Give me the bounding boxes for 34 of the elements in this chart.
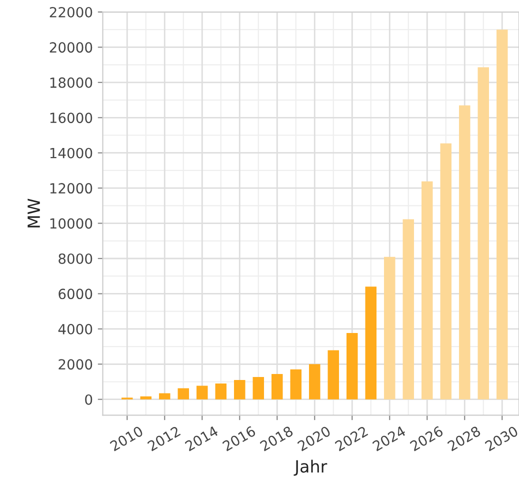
y-tick-label: 18000	[50, 77, 92, 88]
bar	[215, 384, 227, 400]
y-tick-label: 10000	[50, 218, 92, 229]
bar	[272, 374, 283, 400]
y-tick-label: 6000	[58, 288, 92, 300]
bar	[252, 376, 264, 400]
bar	[422, 181, 433, 400]
bar	[159, 393, 170, 400]
y-tick-label: 8000	[58, 253, 92, 264]
bar	[309, 364, 320, 400]
bar	[178, 388, 190, 400]
bar	[140, 396, 152, 400]
y-tick-label: 16000	[50, 112, 92, 124]
y-axis-title: MW	[28, 198, 40, 228]
y-tick-label: 0	[85, 394, 92, 405]
bar	[234, 380, 246, 400]
bar	[346, 332, 358, 400]
bar	[496, 30, 508, 400]
bar	[459, 105, 470, 400]
bar	[290, 369, 302, 400]
y-tick-label: 4000	[58, 324, 92, 334]
x-axis-title: Jahr	[294, 460, 328, 476]
y-tick-label: 14000	[50, 148, 92, 158]
y-tick-label: 20000	[50, 42, 92, 53]
bar	[328, 350, 340, 400]
bar	[384, 256, 396, 400]
bar	[478, 67, 489, 400]
bar	[440, 143, 452, 400]
y-tick-label: 2000	[58, 359, 92, 370]
y-tick-label: 12000	[50, 183, 92, 194]
bar	[196, 386, 208, 400]
y-tick-label: 22000	[50, 6, 92, 18]
bar	[365, 286, 377, 400]
bar	[402, 219, 414, 400]
